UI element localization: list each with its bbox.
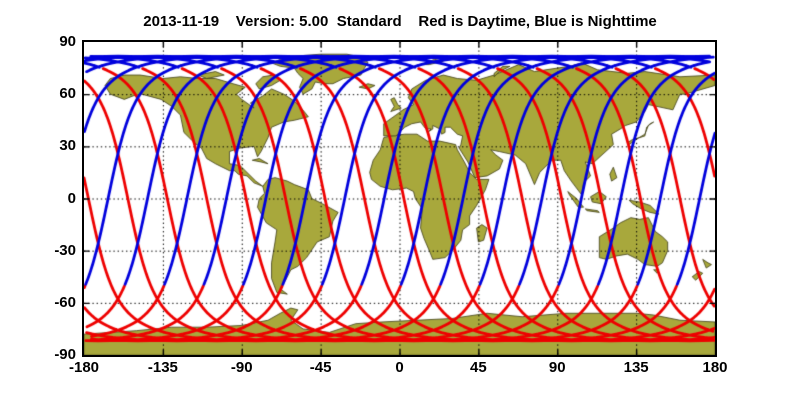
y-tick-label: 90 — [59, 33, 76, 50]
x-tick-label: -90 — [230, 359, 253, 376]
x-tick-label: -135 — [147, 359, 178, 376]
plot-frame — [82, 40, 717, 357]
x-tick-label: 135 — [623, 359, 649, 376]
world-map-orbit-tracks-canvas — [84, 42, 715, 355]
x-tick-label: -180 — [68, 359, 100, 376]
y-tick-label: 60 — [59, 85, 76, 103]
y-tick-label: -30 — [54, 241, 76, 259]
y-tick-label: -60 — [54, 293, 76, 311]
x-tick-label: 0 — [395, 359, 404, 376]
x-tick-label: 90 — [548, 359, 566, 376]
y-tick-label: 30 — [59, 137, 76, 155]
y-tick-label: -90 — [54, 346, 76, 363]
x-tick-label: -45 — [309, 359, 332, 376]
x-tick-label: 45 — [470, 359, 487, 376]
y-tick-label: 0 — [67, 189, 76, 207]
figure-title: 2013-11-19 Version: 5.00 Standard Red is… — [143, 13, 657, 30]
x-tick-label: 180 — [702, 359, 728, 376]
